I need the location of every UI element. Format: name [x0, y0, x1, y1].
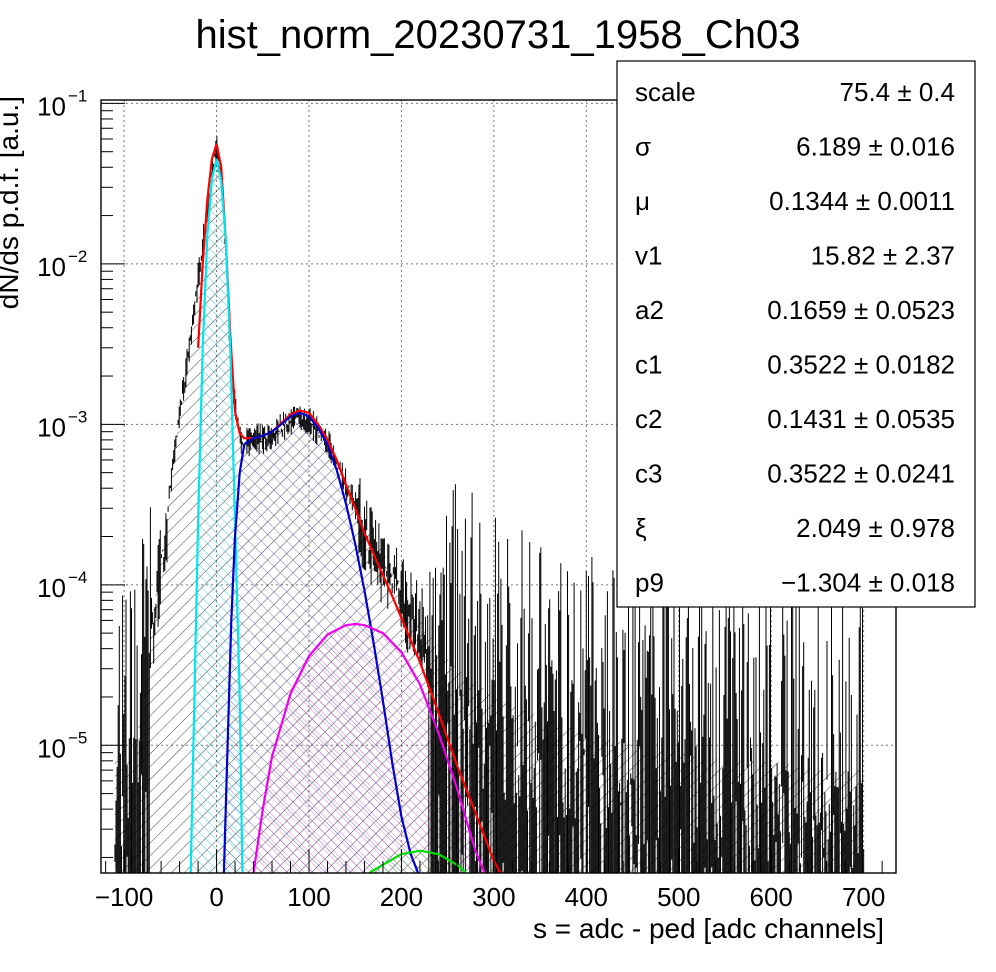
stats-param-name: p9 — [635, 568, 664, 598]
y-axis-label: dN/ds p.d.f. [a.u.] — [0, 96, 24, 309]
y-tick-label: 10 — [37, 252, 66, 282]
stats-param-value: 0.3522 ± 0.0182 — [767, 350, 955, 380]
stats-param-value: 6.189 ± 0.016 — [796, 132, 955, 162]
x-tick-label: −100 — [95, 882, 154, 912]
stats-param-value: 0.1431 ± 0.0535 — [767, 404, 955, 434]
series-double-pe-component — [252, 622, 486, 873]
stats-param-name: a2 — [635, 295, 664, 325]
stats-param-value: 0.1344 ± 0.0011 — [769, 186, 955, 216]
stats-param-value: 75.4 ± 0.4 — [840, 77, 955, 107]
x-tick-label: 400 — [565, 882, 608, 912]
stats-param-name: v1 — [635, 241, 662, 271]
y-tick-exponent: −2 — [68, 247, 87, 266]
x-tick-label: 600 — [750, 882, 793, 912]
stats-param-name: σ — [635, 132, 651, 162]
y-axis: 10−110−210−310−410−5 — [37, 86, 125, 858]
x-axis-label: s = adc - ped [adc channels] — [533, 913, 884, 944]
x-tick-label: 300 — [472, 882, 515, 912]
stats-param-value: 2.049 ± 0.978 — [796, 513, 955, 543]
x-tick-label: 100 — [287, 882, 330, 912]
stats-box: scale 75.4 ± 0.4 σ 6.189 ± 0.016 μ 0.1344 ± 0… — [616, 60, 976, 608]
y-tick-label: 10 — [37, 573, 66, 603]
series-single-pe-component — [222, 411, 420, 873]
y-tick-exponent: −4 — [68, 568, 87, 587]
stats-param-value: −1.304 ± 0.018 — [781, 568, 955, 598]
x-tick-label: 500 — [657, 882, 700, 912]
x-tick-label: 0 — [209, 882, 223, 912]
series-lines — [114, 136, 863, 873]
y-tick-label: 10 — [37, 91, 66, 121]
stats-param-name: c3 — [635, 459, 662, 489]
stats-param-value: 15.82 ± 2.37 — [811, 241, 955, 271]
stats-param-name: c2 — [635, 404, 662, 434]
y-tick-exponent: −3 — [68, 407, 87, 426]
x-axis: −100 0 100 200 300 400 500 600 700 — [95, 849, 885, 912]
x-tick-label: 200 — [380, 882, 423, 912]
x-tick-label: 700 — [842, 882, 885, 912]
stats-param-name: c1 — [635, 350, 662, 380]
y-tick-exponent: −5 — [68, 728, 87, 747]
y-tick-label: 10 — [37, 412, 66, 442]
y-tick-exponent: −1 — [68, 86, 87, 105]
series-data-histogram — [114, 136, 863, 873]
y-tick-label: 10 — [37, 733, 66, 763]
fill-double-pe-component — [253, 623, 485, 873]
series-pedestal-component — [189, 158, 244, 873]
stats-param-value: 0.3522 ± 0.0241 — [767, 459, 955, 489]
stats-param-name: ξ — [635, 513, 647, 543]
stats-param-name: scale — [635, 77, 696, 107]
stats-param-value: 0.1659 ± 0.0523 — [767, 295, 955, 325]
stats-param-name: μ — [635, 186, 650, 216]
chart-title: hist_norm_20230731_1958_Ch03 — [196, 13, 801, 57]
